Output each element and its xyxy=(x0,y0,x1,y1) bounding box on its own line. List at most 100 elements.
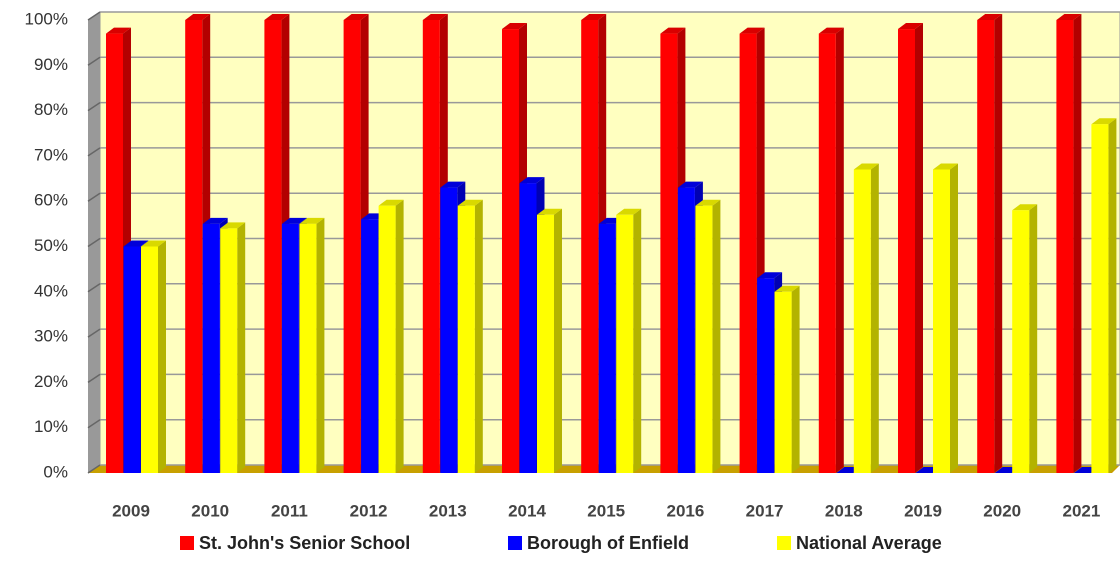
bar xyxy=(141,240,166,473)
bar-top xyxy=(106,27,131,34)
bar-top xyxy=(1012,204,1038,211)
bar-front xyxy=(1012,210,1030,473)
bar-top xyxy=(220,222,246,229)
x-tick-label: 2016 xyxy=(666,501,704,520)
bar xyxy=(898,23,923,474)
grid-line xyxy=(87,237,101,248)
bar-front xyxy=(123,246,141,473)
bar-front xyxy=(422,20,440,473)
bar xyxy=(695,199,721,474)
bar-top xyxy=(264,14,290,20)
x-tick-label: 2009 xyxy=(112,501,150,520)
bar xyxy=(1091,118,1117,473)
bar-front xyxy=(519,183,537,473)
bar-front xyxy=(457,205,475,474)
x-tick-label: 2020 xyxy=(983,501,1021,520)
bar-top xyxy=(977,14,1003,20)
bar-top xyxy=(933,163,958,170)
x-tick-label: 2010 xyxy=(191,501,229,520)
bar-side xyxy=(316,217,325,473)
bar-front xyxy=(343,20,361,473)
legend-label: St. John's Senior School xyxy=(199,533,410,553)
bar-side xyxy=(1029,204,1038,473)
y-tick-label: 10% xyxy=(34,417,68,436)
bar-top xyxy=(818,27,844,34)
y-tick-label: 0% xyxy=(43,462,68,481)
bar-front xyxy=(378,205,396,474)
bar-top xyxy=(537,208,562,215)
bar-front xyxy=(202,223,220,473)
bar-front xyxy=(933,169,950,474)
legend-swatch xyxy=(777,536,791,550)
y-tick-label: 60% xyxy=(34,191,68,210)
x-tick-label: 2012 xyxy=(350,501,388,520)
grid-line xyxy=(87,192,101,202)
bar-top xyxy=(616,208,642,215)
bar-top xyxy=(853,163,879,170)
bar-side xyxy=(870,163,879,474)
bar-front xyxy=(502,29,519,474)
bar xyxy=(933,163,958,474)
bar-top xyxy=(677,181,703,188)
bar-top xyxy=(440,181,466,188)
bar-top xyxy=(202,217,228,224)
bar-front xyxy=(299,223,317,473)
legend-label: National Average xyxy=(796,533,942,553)
bar-top xyxy=(378,199,404,206)
bar-top xyxy=(502,23,527,30)
bar-front xyxy=(598,223,616,473)
x-tick-label: 2011 xyxy=(271,501,308,520)
y-tick-label: 90% xyxy=(34,55,68,74)
grid-line xyxy=(87,101,101,112)
bar-side xyxy=(554,208,562,474)
bar-front xyxy=(537,214,554,474)
bar xyxy=(220,222,246,473)
bar-top xyxy=(660,27,686,34)
bar-front xyxy=(281,223,299,473)
bar-side xyxy=(950,163,958,474)
bar-front xyxy=(757,278,775,473)
bar-side xyxy=(915,23,923,474)
bar-side xyxy=(712,199,721,474)
bar-front xyxy=(660,33,678,474)
bar-front xyxy=(106,33,123,474)
y-tick-label: 20% xyxy=(34,372,68,391)
bar-front xyxy=(818,33,836,474)
bar-side xyxy=(474,199,483,474)
bar-top xyxy=(739,27,765,34)
bar-side xyxy=(835,27,844,474)
bar-top xyxy=(123,240,149,247)
bar-top xyxy=(457,199,483,206)
y-tick-label: 40% xyxy=(34,281,68,300)
bar xyxy=(378,199,404,474)
bar-front xyxy=(185,20,203,473)
grid-line xyxy=(87,147,101,157)
bar-front xyxy=(977,20,995,473)
bar-side xyxy=(1073,14,1082,473)
bar-top xyxy=(1056,14,1082,20)
x-tick-label: 2013 xyxy=(429,501,467,520)
x-tick-label: 2019 xyxy=(904,501,942,520)
x-tick-label: 2018 xyxy=(825,501,863,520)
x-tick-label: 2021 xyxy=(1062,501,1100,520)
legend-swatch xyxy=(508,536,522,550)
y-tick-label: 80% xyxy=(34,100,68,119)
bar-side xyxy=(395,199,404,474)
bar-front xyxy=(440,187,458,474)
bar-side xyxy=(633,208,642,474)
grid-line xyxy=(87,283,101,293)
bar xyxy=(977,14,1003,473)
bar-front xyxy=(581,20,599,473)
bar-top xyxy=(898,23,923,30)
x-tick-label: 2017 xyxy=(746,501,784,520)
bar-top xyxy=(774,285,800,292)
bar-top xyxy=(757,272,783,279)
grid-line xyxy=(87,373,101,384)
grid-line xyxy=(87,328,101,338)
bar-top xyxy=(695,199,721,206)
bar-front xyxy=(1056,20,1074,473)
grid-line xyxy=(87,419,101,429)
bar-front xyxy=(695,205,713,474)
bar-side xyxy=(237,222,246,473)
